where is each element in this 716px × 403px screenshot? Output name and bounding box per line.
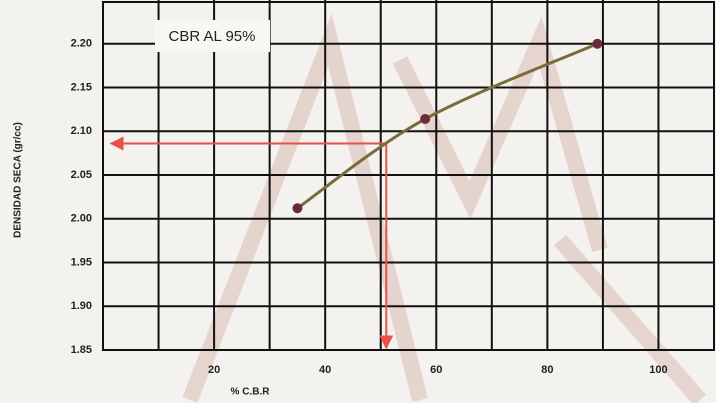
data-point — [592, 38, 603, 49]
x-tick-label: 60 — [430, 364, 442, 376]
data-point — [420, 114, 431, 124]
y-tick-label: 2.15 — [71, 81, 92, 93]
y-tick-label: 1.95 — [71, 256, 92, 268]
x-tick-label: 80 — [541, 364, 553, 376]
y-axis-title: DENSIDAD SECA (gr/cc) — [13, 122, 24, 238]
x-tick-label: 20 — [208, 364, 220, 376]
x-tick-label: 40 — [319, 364, 331, 376]
data-point — [292, 203, 303, 214]
annotation-box — [155, 20, 270, 52]
y-tick-label: 1.90 — [71, 300, 92, 312]
y-tick-label: 2.20 — [71, 38, 92, 50]
annotation: CBR AL 95% — [169, 28, 256, 45]
x-axis-title: % C.B.R — [231, 387, 271, 398]
y-tick-label: 1.85 — [71, 344, 92, 356]
watermark — [182, 13, 707, 403]
x-tick-label: 100 — [649, 364, 667, 376]
y-tick-label: 2.05 — [71, 169, 92, 181]
y-tick-label: 2.00 — [71, 213, 92, 225]
y-tick-label: 2.10 — [71, 125, 92, 137]
